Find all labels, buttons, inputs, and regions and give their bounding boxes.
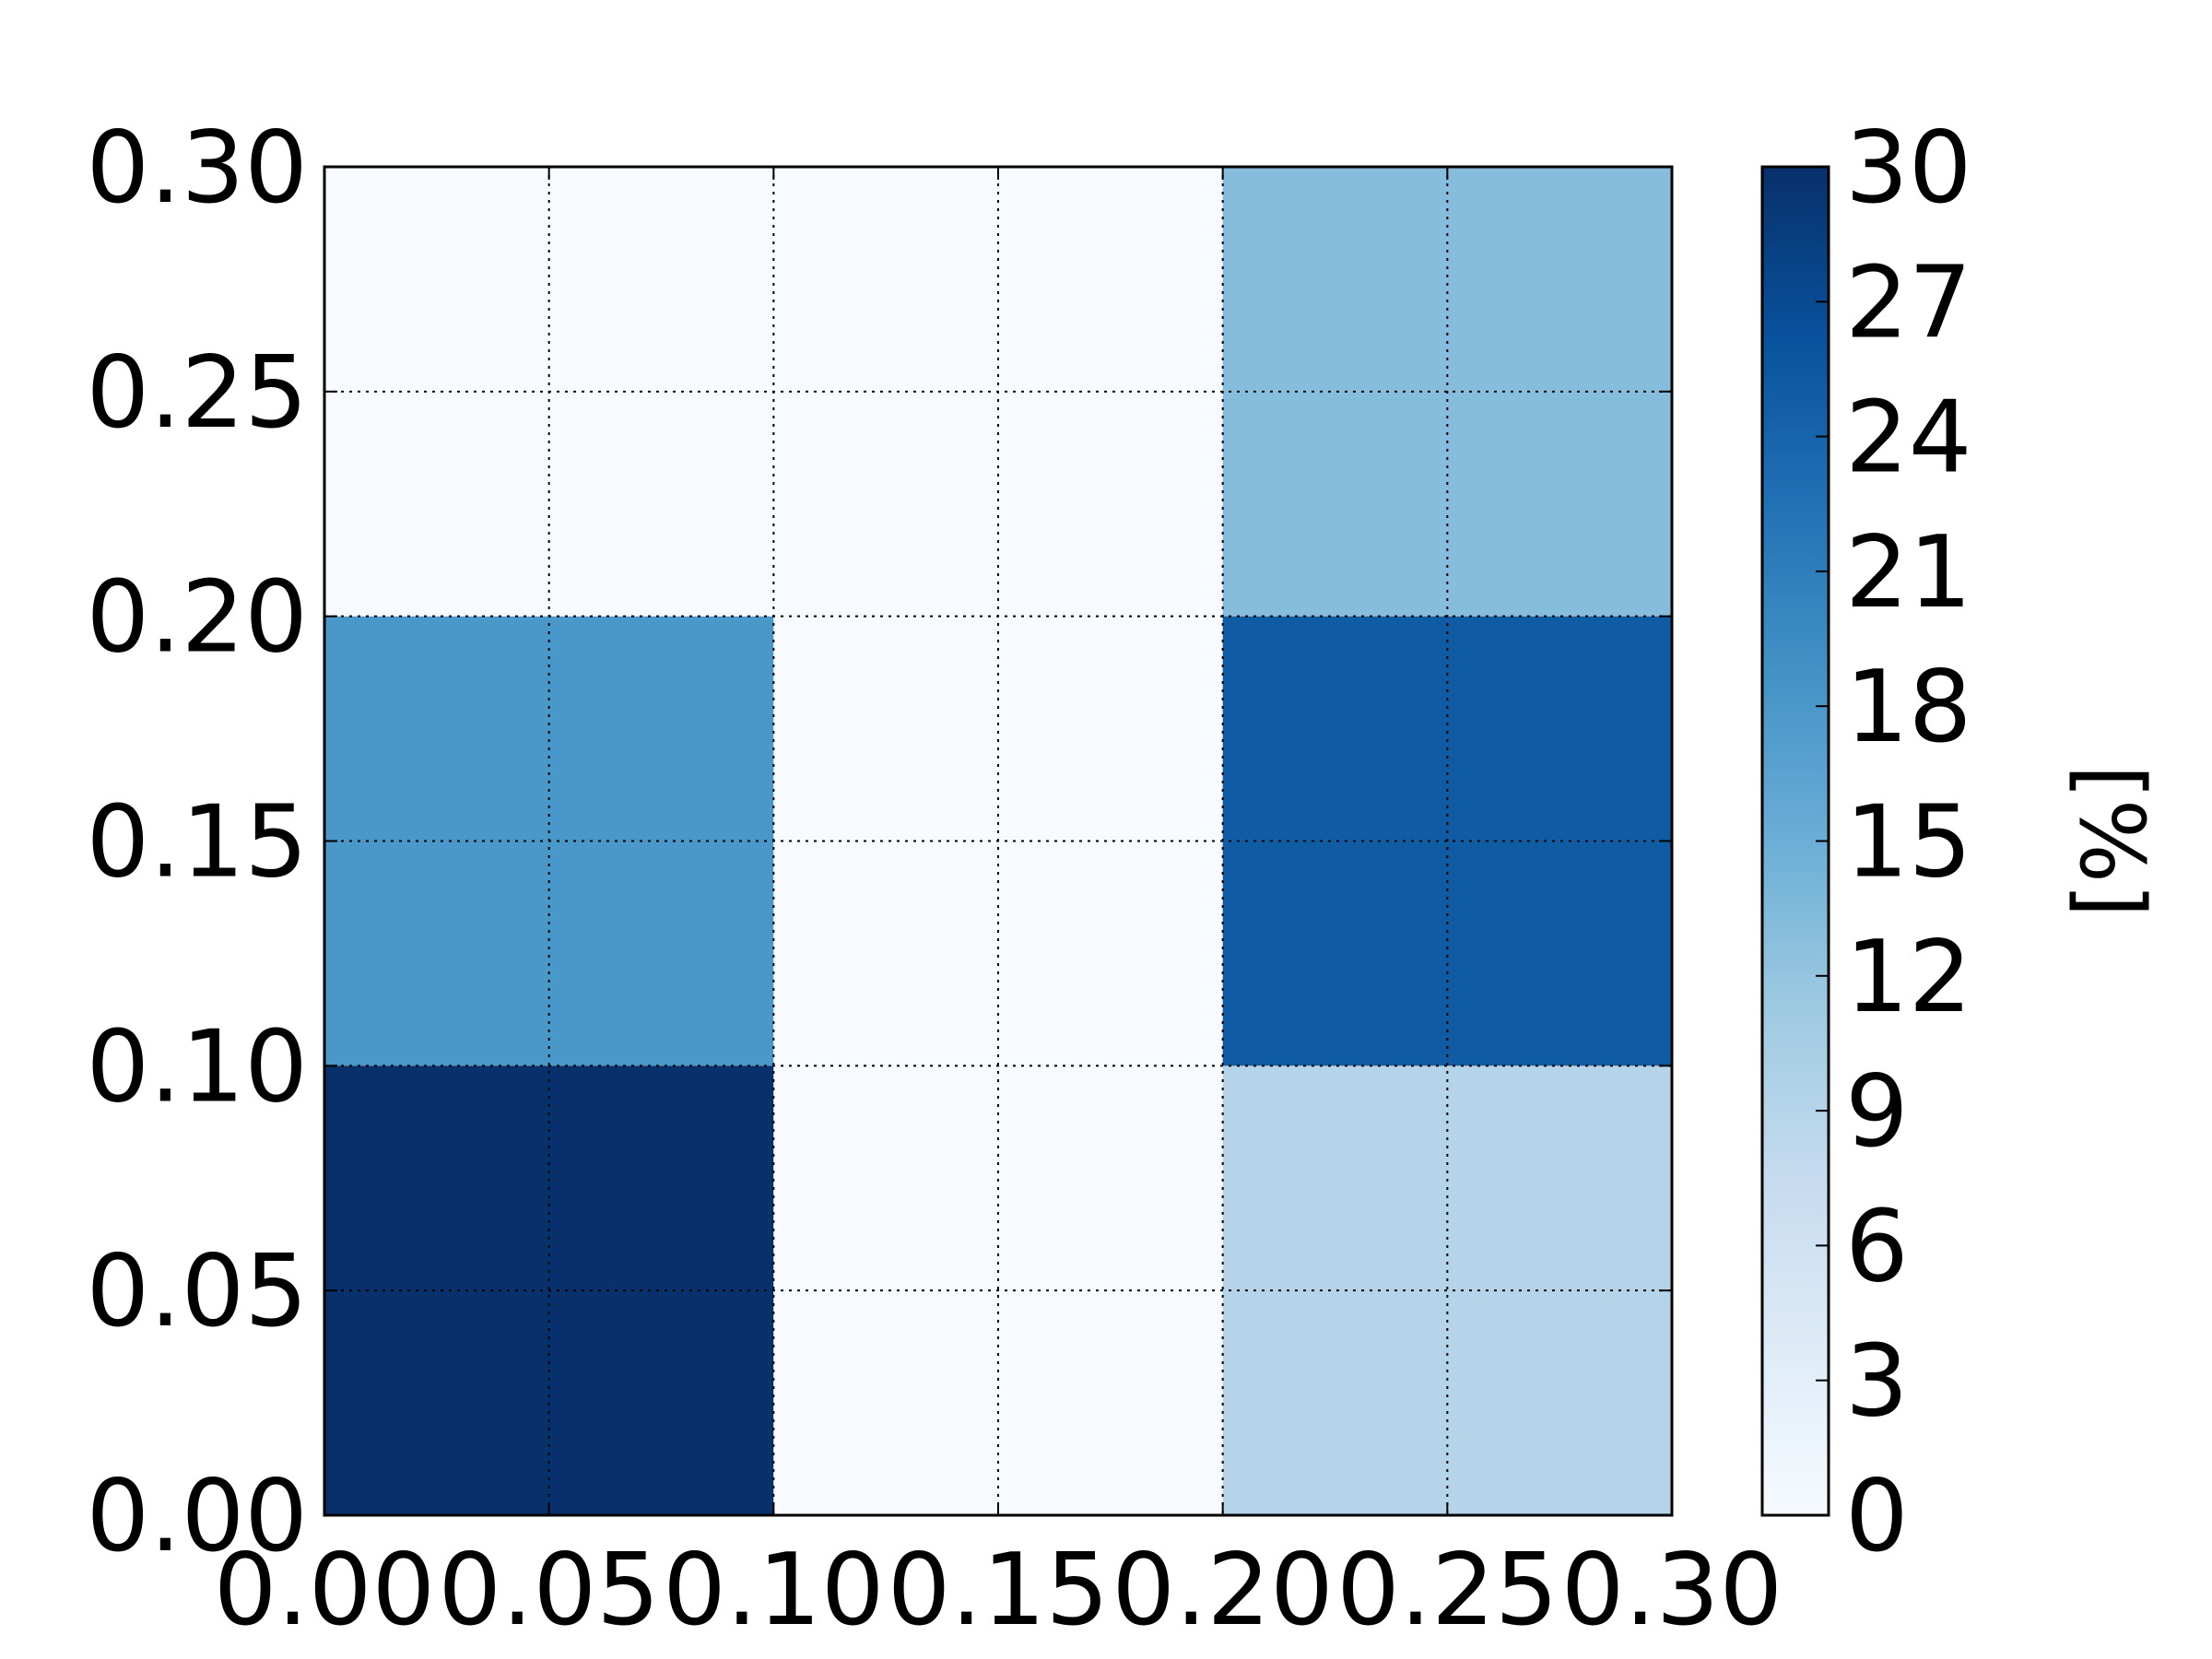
- colorbar-tick-label: 3: [1845, 1324, 1909, 1440]
- colorbar-tick-label: 24: [1845, 381, 1971, 496]
- x-tick-label: 0.20: [1112, 1533, 1333, 1648]
- x-tick-label: 0.05: [438, 1533, 659, 1648]
- colorbar-tick-label: 9: [1845, 1054, 1909, 1170]
- colorbar-label: [%]: [2060, 764, 2163, 917]
- colorbar-tick-label: 15: [1845, 785, 1971, 900]
- y-axis-ticks: 0.00 0.05 0.10 0.15 0.20 0.25 0.30: [87, 111, 1672, 1574]
- y-tick-label: 0.00: [87, 1459, 308, 1574]
- x-tick-label: 0.30: [1561, 1533, 1783, 1648]
- x-tick-label: 0.15: [888, 1533, 1109, 1648]
- colorbar-ticks: 0 3 6 9 12 15 18 21 24 27 30: [1816, 111, 1971, 1574]
- x-axis-ticks: 0.00 0.05 0.10 0.15 0.20 0.25 0.30: [214, 167, 1783, 1648]
- colorbar-tick-label: 6: [1845, 1189, 1909, 1304]
- y-tick-label: 0.05: [87, 1234, 308, 1349]
- colorbar-tick-label: 12: [1845, 920, 1971, 1035]
- y-tick-label: 0.20: [87, 560, 308, 676]
- x-tick-label: 0.00: [214, 1533, 435, 1648]
- colorbar-tick-label: 18: [1845, 650, 1971, 765]
- y-tick-label: 0.15: [87, 785, 308, 900]
- colorbar-tick-label: 21: [1845, 515, 1971, 630]
- y-tick-label: 0.30: [87, 111, 308, 226]
- colorbar-tick-label: 30: [1845, 111, 1971, 226]
- x-tick-label: 0.25: [1336, 1533, 1558, 1648]
- grid-lines: [324, 167, 1672, 1515]
- y-tick-label: 0.25: [87, 335, 308, 451]
- colorbar-tick-label: 0: [1845, 1459, 1909, 1574]
- colorbar-tick-label: 27: [1845, 245, 1971, 360]
- x-tick-label: 0.10: [663, 1533, 884, 1648]
- y-tick-label: 0.10: [87, 1009, 308, 1124]
